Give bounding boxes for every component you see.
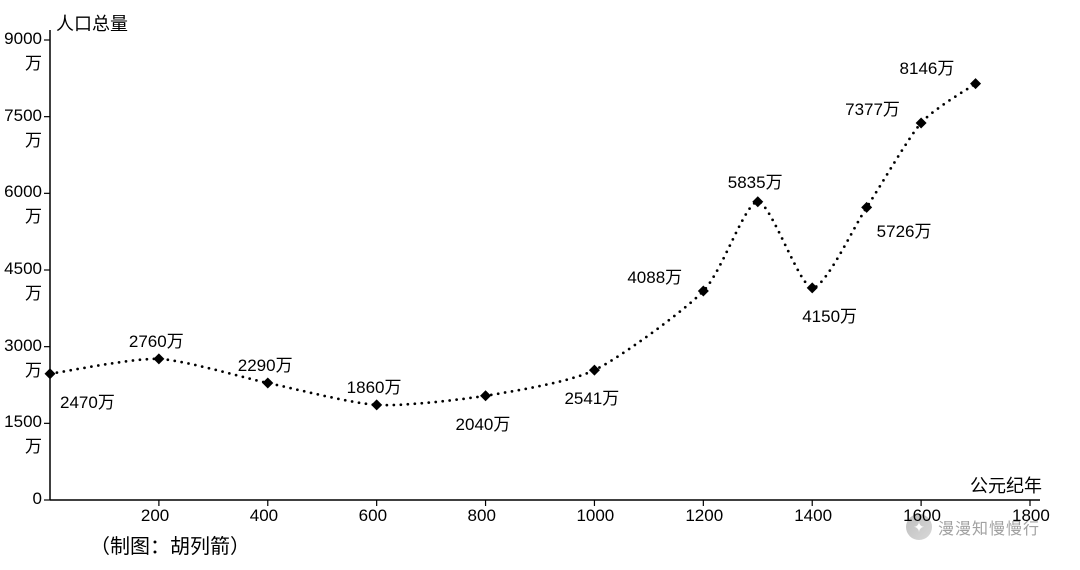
data-point-label: 8146万 <box>900 54 955 79</box>
data-marker <box>371 399 382 410</box>
data-marker <box>480 390 491 401</box>
data-marker <box>861 202 872 213</box>
x-tick-label: 1600 <box>903 506 941 526</box>
data-point-label: 2470万 <box>60 388 115 413</box>
x-tick-label: 800 <box>468 506 496 526</box>
data-point-label: 4088万 <box>627 263 682 288</box>
x-axis-title: 公元纪年 <box>970 472 1042 498</box>
y-tick-label: 4500万 <box>0 259 42 304</box>
data-marker <box>262 377 273 388</box>
data-marker <box>45 368 56 379</box>
data-point-label: 7377万 <box>845 95 900 120</box>
population-chart <box>0 0 1080 570</box>
data-point-label: 2290万 <box>238 351 293 376</box>
y-axis-title: 人口总量 <box>56 10 128 36</box>
data-point-label: 1860万 <box>347 373 402 398</box>
data-point-label: 5835万 <box>728 168 783 193</box>
x-tick-label: 1400 <box>794 506 832 526</box>
y-tick-label: 9000万 <box>0 29 42 74</box>
x-tick-label: 1200 <box>685 506 723 526</box>
x-tick-label: 1000 <box>576 506 614 526</box>
data-marker <box>807 282 818 293</box>
data-point-label: 2541万 <box>564 384 619 409</box>
y-tick-label: 1500万 <box>0 412 42 457</box>
x-tick-label: 400 <box>250 506 278 526</box>
y-tick-label: 0 <box>33 489 42 509</box>
x-tick-label: 1800 <box>1012 506 1050 526</box>
data-marker <box>153 353 164 364</box>
data-point-label: 4150万 <box>802 302 857 327</box>
data-point-label: 5726万 <box>877 217 932 242</box>
x-tick-label: 600 <box>359 506 387 526</box>
y-tick-label: 7500万 <box>0 106 42 151</box>
data-marker <box>970 78 981 89</box>
data-point-label: 2760万 <box>129 327 184 352</box>
x-tick-label: 200 <box>141 506 169 526</box>
data-marker <box>698 286 709 297</box>
chart-caption: （制图：胡列箭） <box>90 530 250 559</box>
y-tick-label: 6000万 <box>0 182 42 227</box>
data-marker <box>589 365 600 376</box>
data-marker <box>752 196 763 207</box>
data-point-label: 2040万 <box>456 410 511 435</box>
y-tick-label: 3000万 <box>0 336 42 381</box>
